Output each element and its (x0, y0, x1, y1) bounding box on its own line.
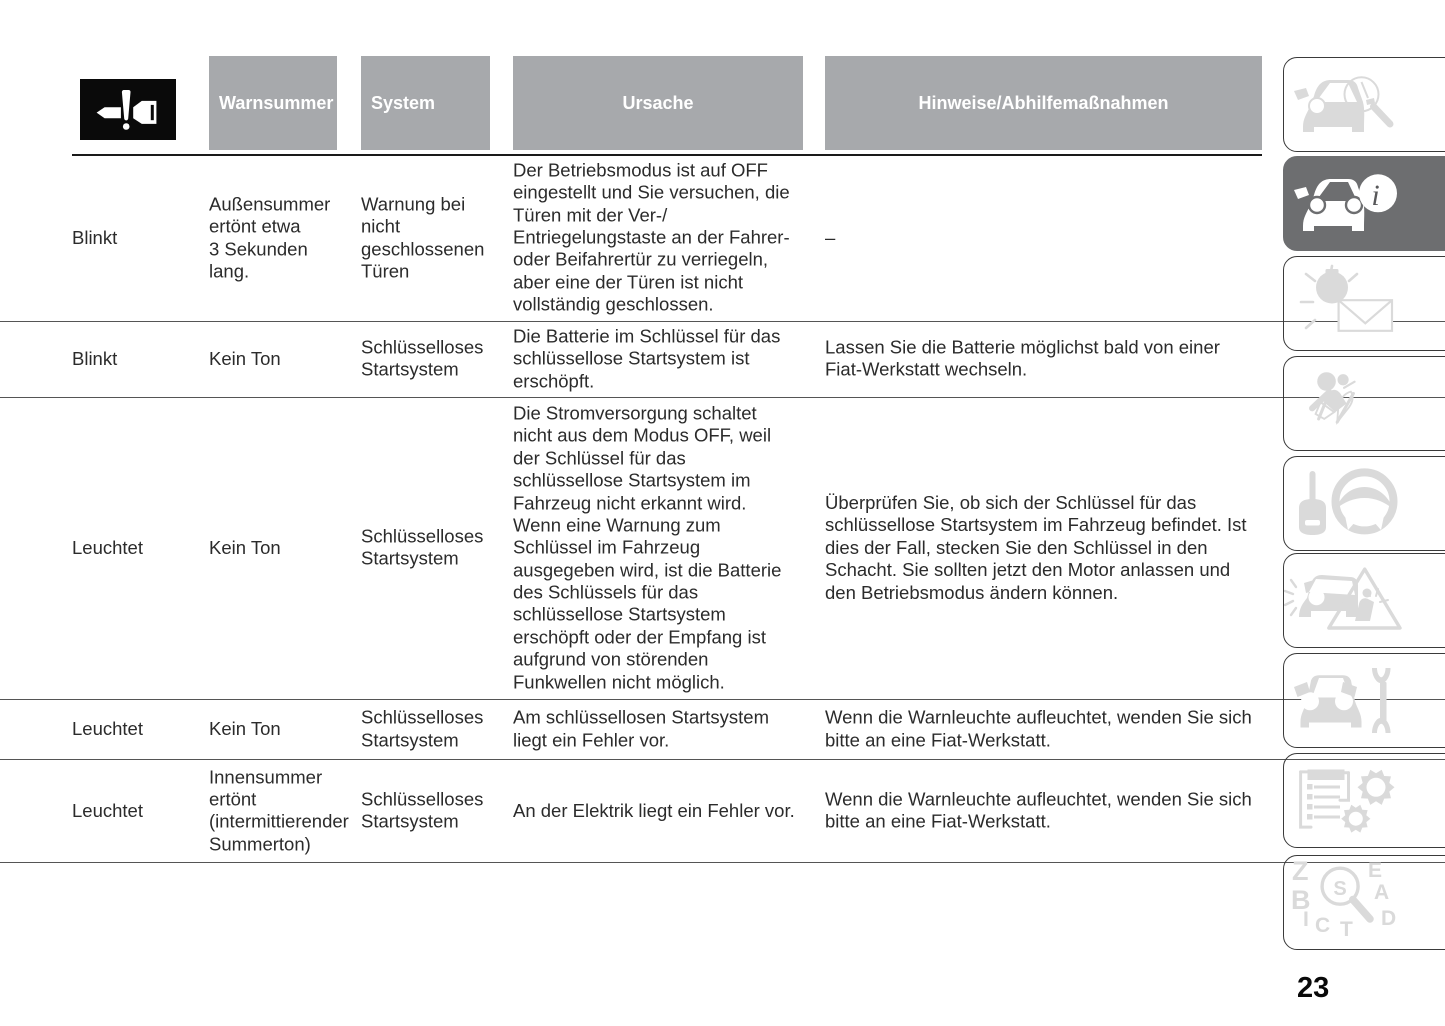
svg-text:I: I (1303, 908, 1309, 931)
svg-text:i: i (1371, 179, 1379, 212)
svg-text:S: S (1333, 878, 1346, 900)
svg-text:A: A (1374, 881, 1389, 904)
svg-text:D: D (1381, 907, 1396, 930)
svg-text:T: T (1340, 918, 1353, 941)
svg-text:E: E (1368, 859, 1382, 882)
svg-text:C: C (1315, 914, 1330, 937)
svg-text:Z: Z (1292, 856, 1309, 886)
